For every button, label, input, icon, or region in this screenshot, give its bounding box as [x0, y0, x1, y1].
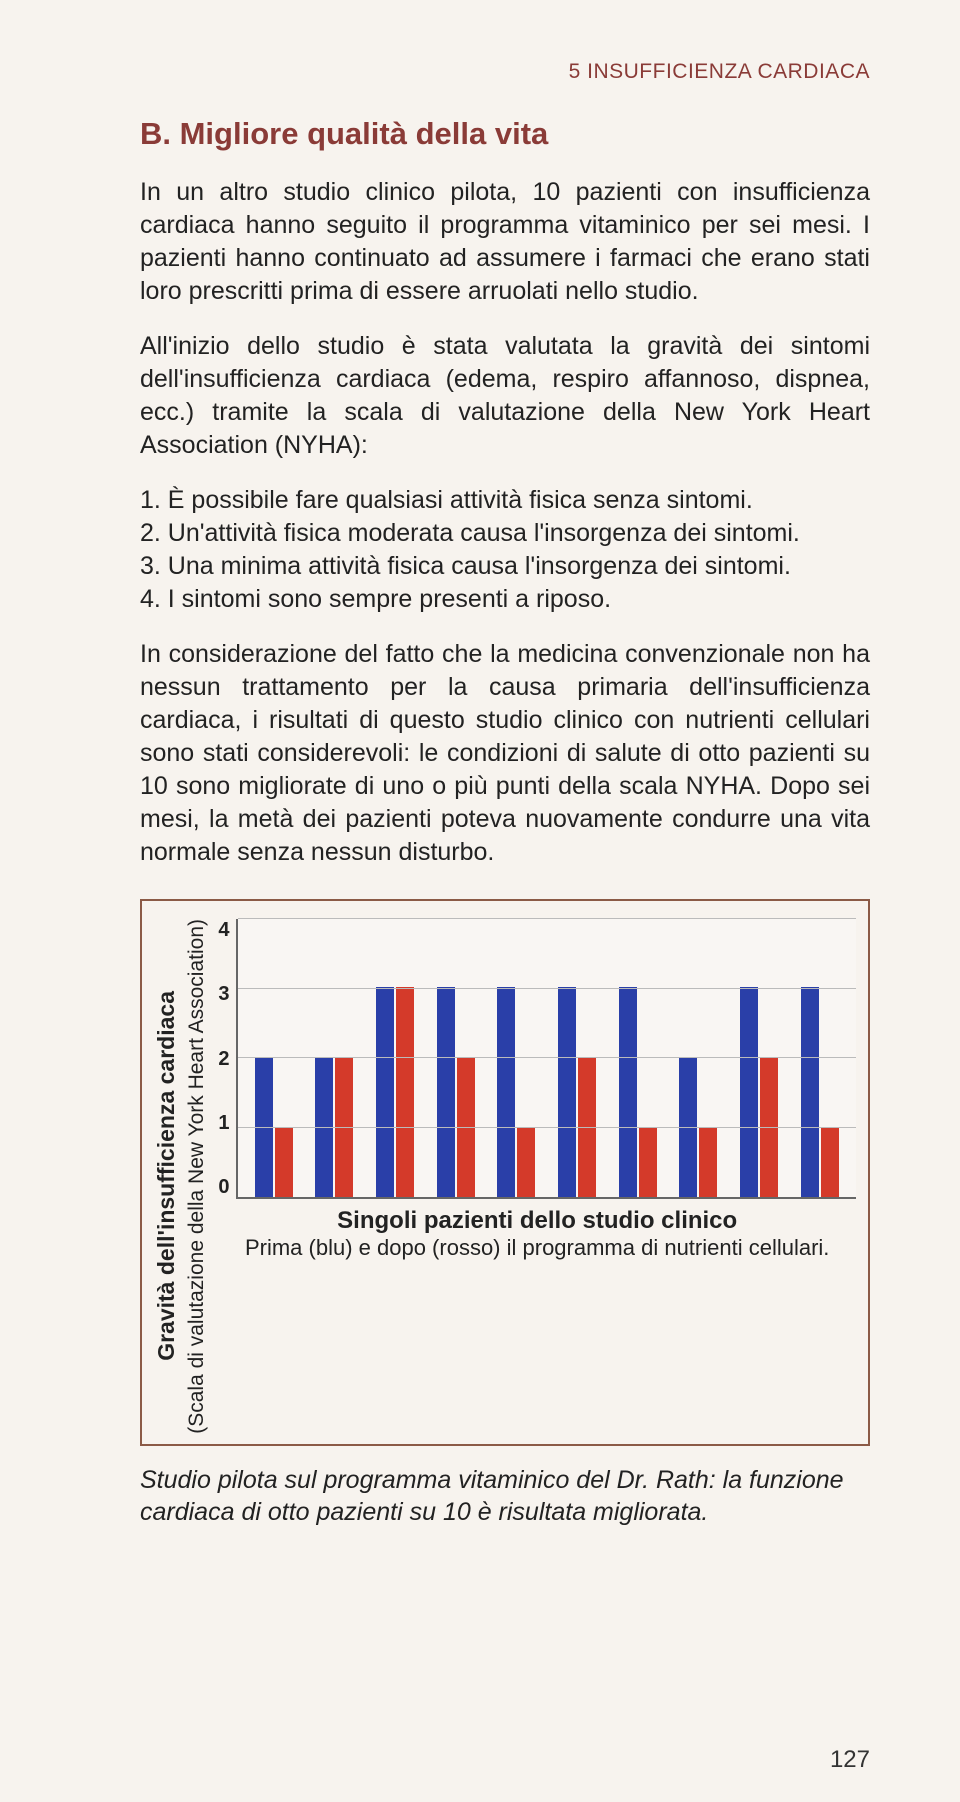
paragraph-3: In considerazione del fatto che la medic…: [140, 638, 870, 869]
bar-after: [639, 1127, 657, 1197]
grid-line: [238, 988, 856, 989]
bar-after: [517, 1127, 535, 1197]
paragraph-1: In un altro studio clinico pilota, 10 pa…: [140, 176, 870, 308]
bar-after: [275, 1127, 293, 1197]
y-tick: 4: [218, 919, 229, 942]
list-item: 2. Un'attività fisica moderata causa l'i…: [140, 517, 870, 550]
bar-pair: [801, 987, 839, 1197]
bar-pair: [497, 987, 535, 1197]
y-tick: 2: [218, 1048, 229, 1071]
bar-before: [376, 987, 394, 1197]
bar-before: [740, 987, 758, 1197]
list-item: 3. Una minima attività fisica causa l'in…: [140, 550, 870, 583]
chart-inner: Gravità dell'insufficienza cardiaca (Sca…: [154, 919, 856, 1434]
nyha-list: 1. È possibile fare qualsiasi attività f…: [140, 484, 870, 616]
paragraph-2: All'inizio dello studio è stata valutata…: [140, 330, 870, 462]
bar-pair: [437, 987, 475, 1197]
plot-wrap: 4 3 2 1 0: [218, 919, 856, 1199]
bar-pair: [619, 987, 657, 1197]
page: 5 INSUFFICIENZA CARDIACA B. Migliore qua…: [0, 0, 960, 1802]
chart-box: Gravità dell'insufficienza cardiaca (Sca…: [140, 899, 870, 1446]
chart-right: 4 3 2 1 0 Singoli pazienti dello studio …: [218, 919, 856, 1434]
bar-pair: [558, 987, 596, 1197]
list-item: 4. I sintomi sono sempre presenti a ripo…: [140, 583, 870, 616]
bar-before: [437, 987, 455, 1197]
caption-title: Singoli pazienti dello studio clinico: [218, 1207, 856, 1235]
grid-line: [238, 1127, 856, 1128]
bar-before: [558, 987, 576, 1197]
bar-before: [497, 987, 515, 1197]
bar-pair: [740, 987, 778, 1197]
y-axis-title: Gravità dell'insufficienza cardiaca: [154, 991, 179, 1361]
footnote: Studio pilota sul programma vitaminico d…: [140, 1464, 870, 1529]
grid-line: [238, 918, 856, 919]
y-ticks: 4 3 2 1 0: [218, 919, 235, 1199]
y-axis-subtitle: (Scala di valutazione della New York Hea…: [185, 919, 208, 1434]
y-axis-labels: Gravità dell'insufficienza cardiaca (Sca…: [154, 919, 208, 1434]
y-tick: 3: [218, 983, 229, 1006]
running-head: 5 INSUFFICIENZA CARDIACA: [140, 60, 870, 84]
bar-before: [801, 987, 819, 1197]
caption-sub: Prima (blu) e dopo (rosso) il programma …: [218, 1235, 856, 1261]
plot-area: [236, 919, 856, 1199]
section-title: B. Migliore qualità della vita: [140, 116, 870, 152]
y-tick: 0: [218, 1176, 229, 1199]
page-number: 127: [830, 1746, 870, 1774]
bar-after: [699, 1127, 717, 1197]
bar-pair: [376, 987, 414, 1197]
y-tick: 1: [218, 1112, 229, 1135]
grid-line: [238, 1057, 856, 1058]
bar-after: [821, 1127, 839, 1197]
list-item: 1. È possibile fare qualsiasi attività f…: [140, 484, 870, 517]
bars-container: [238, 919, 856, 1197]
chart-caption: Singoli pazienti dello studio clinico Pr…: [218, 1207, 856, 1261]
bar-before: [619, 987, 637, 1197]
bar-after: [396, 987, 414, 1197]
